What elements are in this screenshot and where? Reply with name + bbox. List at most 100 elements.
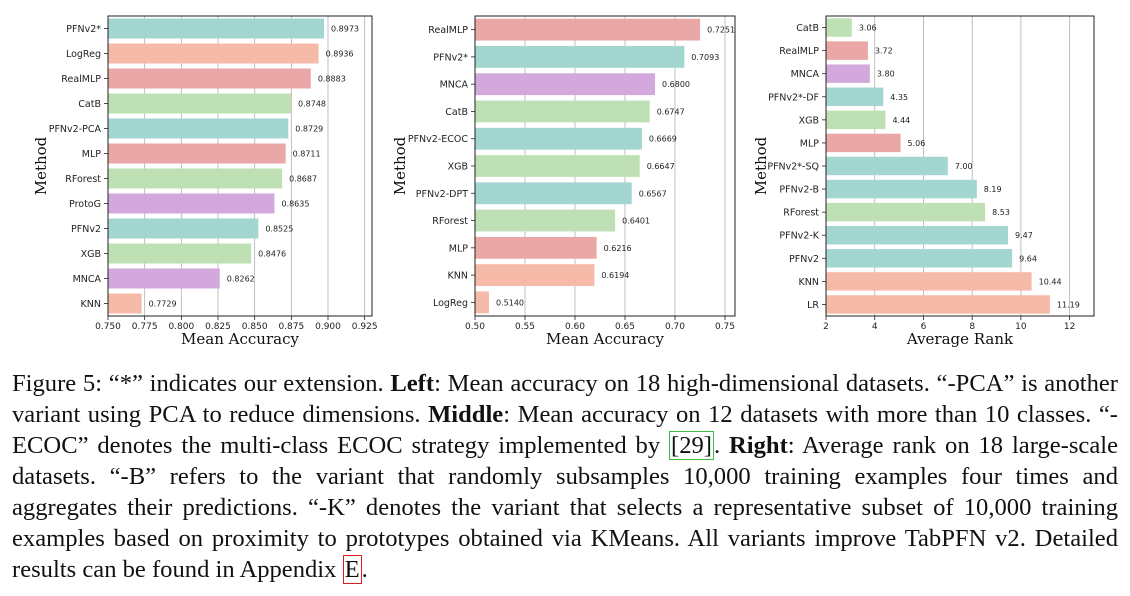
bar bbox=[108, 193, 275, 214]
bar bbox=[475, 100, 650, 123]
value-label: 0.8973 bbox=[331, 25, 359, 34]
x-tick-label: 0.750 bbox=[95, 322, 121, 332]
category-label: PFNv2-DPT bbox=[416, 189, 468, 200]
value-label: 3.80 bbox=[877, 70, 895, 79]
chart-right: 2 4 6 8 10 12 CatB 3.06 RealMLP 3.72 MNCA 3.80 PFNv2… bbox=[752, 15, 1095, 348]
x-tick-label: 0.875 bbox=[278, 322, 304, 332]
category-label: KNN bbox=[448, 271, 468, 282]
category-label: CatB bbox=[445, 107, 468, 118]
category-label: ProtoG bbox=[69, 199, 101, 210]
x-tick-label: 0.900 bbox=[315, 322, 341, 332]
value-label: 0.6747 bbox=[657, 107, 685, 116]
caption-text-6: . bbox=[361, 556, 368, 583]
value-label: 8.53 bbox=[992, 208, 1010, 217]
bar bbox=[108, 68, 311, 89]
y-axis-label: Method bbox=[752, 136, 770, 195]
bar bbox=[826, 295, 1050, 314]
value-label: 0.6647 bbox=[647, 162, 675, 171]
category-label: XGB bbox=[448, 162, 468, 173]
category-label: RealMLP bbox=[61, 74, 101, 85]
figure-caption: Figure 5: “*” indicates our extension. L… bbox=[12, 368, 1118, 585]
category-label: MNCA bbox=[440, 80, 469, 91]
value-label: 4.35 bbox=[890, 93, 908, 102]
value-label: 4.44 bbox=[892, 116, 910, 125]
caption-figure-label: Figure 5: bbox=[12, 370, 103, 397]
bar bbox=[826, 202, 986, 222]
category-label: PFNv2* bbox=[66, 24, 101, 35]
x-tick-label: 0.60 bbox=[565, 322, 585, 332]
bar bbox=[108, 143, 286, 164]
x-tick-label: 0.70 bbox=[665, 322, 685, 332]
category-label: PFNv2* bbox=[433, 52, 468, 63]
appendix-link-e[interactable]: E bbox=[342, 555, 362, 584]
value-label: 0.6216 bbox=[604, 244, 632, 253]
category-label: XGB bbox=[81, 249, 101, 260]
value-label: 3.06 bbox=[859, 24, 877, 33]
value-label: 0.6800 bbox=[662, 80, 690, 89]
bar bbox=[475, 264, 595, 286]
category-label: PFNv2*-DF bbox=[768, 92, 819, 103]
caption-left-label: Left bbox=[390, 370, 435, 397]
category-label: PFNv2-B bbox=[779, 185, 819, 196]
bar bbox=[108, 93, 292, 114]
bar bbox=[475, 46, 685, 68]
bar bbox=[108, 18, 325, 39]
value-label: 9.64 bbox=[1019, 254, 1037, 263]
category-label: PFNv2-PCA bbox=[49, 124, 102, 135]
x-tick-label: 0.925 bbox=[352, 322, 378, 332]
chart-left: 0.750 0.775 0.800 0.825 0.850 0.875 0.900 0.925… bbox=[32, 15, 378, 348]
category-label: RealMLP bbox=[428, 25, 468, 36]
category-label: KNN bbox=[799, 277, 819, 288]
bar bbox=[475, 291, 489, 314]
value-label: 0.8936 bbox=[326, 50, 354, 59]
value-label: 0.8262 bbox=[227, 275, 255, 284]
category-label: RealMLP bbox=[779, 46, 819, 57]
caption-text-1: “*” indicates our extension. bbox=[102, 370, 391, 397]
category-label: PFNv2-ECOC bbox=[408, 134, 469, 145]
bar bbox=[475, 209, 616, 232]
bar bbox=[108, 293, 142, 314]
x-tick-label: 0.800 bbox=[168, 322, 194, 332]
x-axis-label: Mean Accuracy bbox=[546, 330, 664, 348]
x-tick-label: 0.65 bbox=[615, 322, 635, 332]
x-axis-label: Mean Accuracy bbox=[181, 330, 299, 348]
value-label: 9.47 bbox=[1015, 231, 1033, 240]
x-tick-label: 8 bbox=[969, 322, 975, 332]
caption-text-4: . bbox=[713, 432, 730, 459]
bar bbox=[826, 179, 977, 199]
category-label: XGB bbox=[799, 115, 819, 126]
caption-middle-label: Middle bbox=[428, 401, 504, 428]
bar bbox=[475, 155, 640, 177]
bar bbox=[826, 156, 948, 176]
x-tick-label: 0.55 bbox=[515, 322, 535, 332]
x-axis-label: Average Rank bbox=[906, 330, 1014, 348]
category-label: CatB bbox=[78, 99, 101, 110]
x-tick-label: 4 bbox=[872, 322, 878, 332]
category-label: MLP bbox=[800, 138, 819, 149]
value-label: 5.06 bbox=[908, 139, 926, 148]
x-tick-label: 0.50 bbox=[465, 322, 485, 332]
bar bbox=[108, 168, 283, 189]
bar bbox=[475, 18, 701, 41]
x-tick-label: 0.775 bbox=[132, 322, 158, 332]
value-label: 0.6401 bbox=[622, 217, 650, 226]
category-label: MLP bbox=[82, 149, 101, 160]
category-label: PFNv2-K bbox=[779, 231, 819, 242]
category-label: LogReg bbox=[66, 49, 101, 60]
bar bbox=[826, 272, 1032, 291]
value-label: 0.8883 bbox=[318, 75, 346, 84]
category-label: PFNv2 bbox=[789, 254, 819, 265]
category-label: RForest bbox=[783, 208, 819, 219]
figure-charts: 0.750 0.775 0.800 0.825 0.850 0.875 0.900 0.925… bbox=[32, 15, 1095, 348]
category-label: LogReg bbox=[433, 298, 468, 309]
category-label: MLP bbox=[449, 243, 468, 254]
bar bbox=[826, 226, 1008, 245]
x-tick-label: 0.75 bbox=[715, 322, 735, 332]
citation-link-29[interactable]: [29] bbox=[669, 431, 714, 460]
bar bbox=[826, 133, 901, 153]
bar bbox=[475, 127, 642, 150]
bar bbox=[826, 249, 1013, 268]
value-label: 0.6669 bbox=[649, 135, 677, 144]
category-label: MNCA bbox=[73, 274, 102, 285]
x-tick-label: 10 bbox=[1015, 322, 1027, 332]
